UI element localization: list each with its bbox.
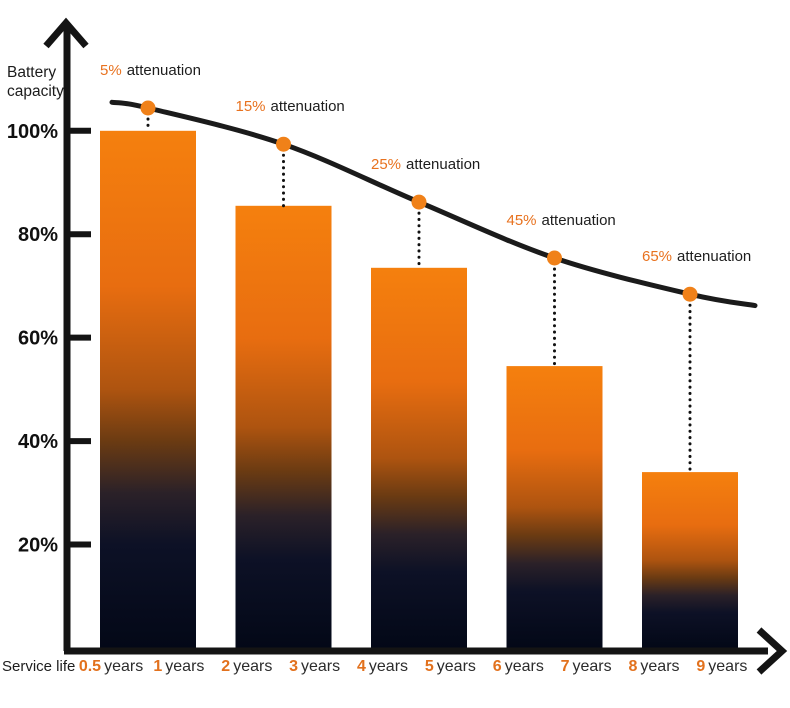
x-tick-label: 7 years — [561, 658, 612, 675]
curve-point-dot — [140, 100, 156, 116]
x-tick-number: 1 — [153, 658, 162, 675]
x-tick-number: 4 — [357, 658, 366, 675]
capacity-bar — [235, 205, 332, 649]
x-tick-unit: years — [165, 658, 204, 675]
x-tick-number: 7 — [561, 658, 570, 675]
curve-point-dot — [276, 136, 291, 152]
x-tick-label: 9 years — [696, 658, 747, 675]
attenuation-label: 45% attenuation — [507, 212, 616, 229]
x-tick-label: 2 years — [221, 658, 272, 675]
x-tick-number: 2 — [221, 658, 230, 675]
x-tick-label: 6 years — [493, 658, 544, 675]
capacity-bar — [506, 366, 603, 648]
capacity-bar — [100, 130, 196, 649]
x-tick-label: 8 years — [628, 658, 679, 675]
x-tick-number: 9 — [696, 658, 705, 675]
x-tick-unit: years — [505, 658, 544, 675]
y-tick-label: 40% — [18, 431, 58, 453]
x-axis-title: Service life — [2, 658, 75, 675]
x-tick-labels-group: 0.5 years 1 years 2 years 3 years 4 years 5 years 6 y… — [79, 658, 748, 675]
capacity-bar — [371, 267, 467, 648]
x-tick-unit: years — [708, 658, 747, 675]
curve-dots-group — [140, 100, 698, 302]
x-tick-label: 0.5 years — [79, 658, 143, 675]
attenuation-value: 25% — [371, 156, 401, 173]
attenuation-label: 15% attenuation — [236, 98, 345, 115]
x-tick-number: 6 — [493, 658, 502, 675]
attenuation-value: 15% — [236, 98, 266, 115]
x-tick-unit: years — [572, 658, 611, 675]
attenuation-word: attenuation — [406, 156, 480, 173]
x-tick-unit: years — [640, 658, 679, 675]
x-tick-label: 4 years — [357, 658, 408, 675]
attenuation-value: 45% — [507, 212, 537, 229]
x-tick-number: 8 — [628, 658, 637, 675]
x-tick-number: 3 — [289, 658, 298, 675]
axes-group: 100% 80% 60% 40% 20% — [7, 17, 788, 675]
attenuation-word: attenuation — [127, 62, 201, 79]
x-tick-unit: years — [301, 658, 340, 675]
connectors-group — [146, 117, 692, 474]
attenuation-label: 5% attenuation — [100, 62, 201, 79]
attenuation-labels-group: 5% attenuation 15% attenuation 25% attenuatio… — [100, 62, 751, 265]
y-axis-arrow-icon — [43, 17, 89, 49]
attenuation-value: 5% — [100, 62, 122, 79]
x-tick-unit: years — [233, 658, 272, 675]
attenuation-word: attenuation — [542, 212, 616, 229]
y-axis-title: capacity — [7, 83, 64, 100]
attenuation-label: 25% attenuation — [371, 156, 480, 173]
curve-point-dot — [411, 194, 427, 210]
x-tick-unit: years — [104, 658, 143, 675]
bars-group — [100, 130, 738, 649]
attenuation-word: attenuation — [271, 98, 345, 115]
attenuation-label: 65% attenuation — [642, 248, 751, 265]
x-axis-arrow-icon — [756, 627, 788, 675]
curve-point-dot — [547, 250, 562, 266]
y-tick-label: 80% — [18, 224, 58, 246]
y-tick-label: 100% — [7, 121, 58, 143]
capacity-bar — [642, 472, 738, 648]
x-tick-number: 5 — [425, 658, 434, 675]
y-axis-title: Battery — [7, 64, 56, 81]
curve-point-dot — [682, 286, 698, 302]
y-tick-label: 20% — [18, 535, 58, 557]
attenuation-word: attenuation — [677, 248, 751, 265]
x-tick-unit: years — [437, 658, 476, 675]
x-tick-number: 0.5 — [79, 658, 101, 675]
x-tick-unit: years — [369, 658, 408, 675]
attenuation-value: 65% — [642, 248, 672, 265]
x-tick-label: 5 years — [425, 658, 476, 675]
x-tick-label: 3 years — [289, 658, 340, 675]
y-tick-label: 60% — [18, 328, 58, 350]
x-tick-label: 1 years — [153, 658, 204, 675]
